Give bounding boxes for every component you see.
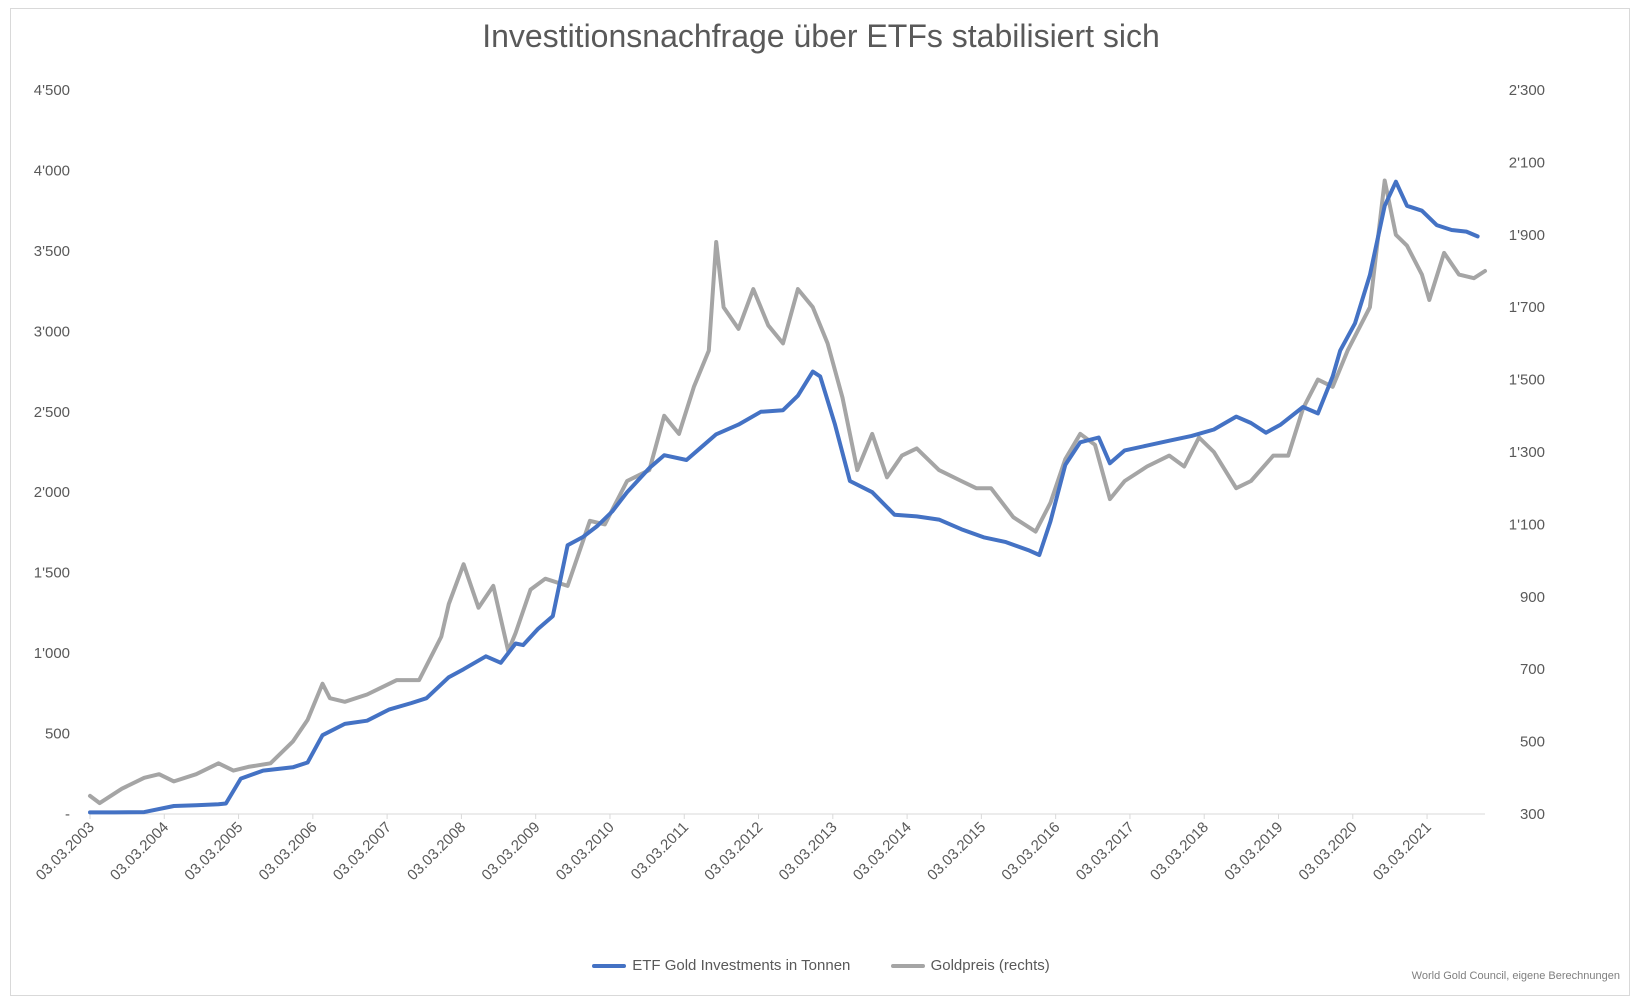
x-tick-label: 03.03.2012 bbox=[701, 819, 766, 884]
y-left-axis: - 500 1'000 1'500 2'000 2'500 3'000 3'500 4'000 4… bbox=[34, 82, 70, 823]
legend: ETF Gold Investments in Tonnen Goldpreis… bbox=[0, 956, 1642, 974]
y-right-tick-label: 1'700 bbox=[1509, 299, 1545, 316]
series-line-goldpreis bbox=[88, 178, 1487, 806]
y-right-tick-label: 2'300 bbox=[1509, 82, 1545, 99]
x-tick-label: 03.03.2009 bbox=[478, 819, 543, 884]
chart-title: Investitionsnachfrage über ETFs stabilis… bbox=[482, 18, 1160, 54]
y-right-tick-label: 1'900 bbox=[1509, 227, 1545, 244]
y-left-tick-label: 2'000 bbox=[34, 484, 70, 501]
y-left-tick-label: 4'500 bbox=[34, 82, 70, 99]
x-tick-label: 03.03.2007 bbox=[330, 819, 395, 884]
legend-swatch-goldpreis bbox=[890, 963, 925, 968]
x-tick-label: 03.03.2020 bbox=[1295, 819, 1360, 884]
x-tick-label: 03.03.2017 bbox=[1073, 819, 1138, 884]
y-left-tick-label: 1'500 bbox=[34, 565, 70, 582]
y-left-tick-label: 500 bbox=[45, 726, 70, 743]
y-right-tick-label: 2'100 bbox=[1509, 154, 1545, 171]
chart-frame bbox=[10, 8, 1630, 996]
x-tick-label: 03.03.2010 bbox=[553, 819, 618, 884]
x-axis: 03.03.2003 03.03.2004 03.03.2005 03.03.2006… bbox=[33, 814, 1435, 884]
y-right-tick-label: 500 bbox=[1520, 734, 1545, 751]
x-tick-label: 03.03.2018 bbox=[1147, 819, 1212, 884]
y-right-tick-label: 1'100 bbox=[1509, 516, 1545, 533]
legend-swatch-etf bbox=[592, 963, 627, 968]
legend-label-goldpreis: Goldpreis (rechts) bbox=[930, 956, 1050, 974]
y-left-tick-label: - bbox=[65, 806, 70, 823]
legend-label-etf: ETF Gold Investments in Tonnen bbox=[632, 956, 851, 974]
x-tick-label: 03.03.2006 bbox=[256, 819, 321, 884]
legend-item-etf: ETF Gold Investments in Tonnen bbox=[592, 957, 850, 974]
x-tick-label: 03.03.2004 bbox=[107, 819, 172, 884]
y-left-tick-label: 4'000 bbox=[34, 162, 70, 179]
x-tick-label: 03.03.2014 bbox=[850, 819, 915, 884]
y-left-tick-label: 2'500 bbox=[34, 404, 70, 421]
y-right-tick-label: 700 bbox=[1520, 661, 1545, 678]
y-right-tick-label: 300 bbox=[1520, 806, 1545, 823]
y-right-tick-label: 900 bbox=[1520, 589, 1545, 606]
x-tick-label: 03.03.2013 bbox=[776, 819, 841, 884]
y-right-tick-label: 1'500 bbox=[1509, 372, 1545, 389]
x-tick-label: 03.03.2019 bbox=[1221, 819, 1286, 884]
series-line-etf-gold bbox=[88, 179, 1480, 815]
x-tick-label: 03.03.2003 bbox=[33, 819, 98, 884]
y-right-axis: 300 500 700 900 1'100 1'300 1'500 1'700 1'900 2'1… bbox=[1509, 82, 1545, 823]
x-tick-label: 03.03.2008 bbox=[404, 819, 469, 884]
y-left-tick-label: 3'000 bbox=[34, 323, 70, 340]
x-tick-label: 03.03.2016 bbox=[998, 819, 1063, 884]
y-left-tick-label: 3'500 bbox=[34, 243, 70, 260]
y-left-tick-label: 1'000 bbox=[34, 645, 70, 662]
series-layer bbox=[88, 178, 1487, 815]
x-tick-label: 03.03.2015 bbox=[924, 819, 989, 884]
source-note: World Gold Council, eigene Berechnungen bbox=[1411, 970, 1620, 982]
x-tick-label: 03.03.2021 bbox=[1370, 819, 1435, 884]
x-tick-label: 03.03.2005 bbox=[181, 819, 246, 884]
y-right-tick-label: 1'300 bbox=[1509, 444, 1545, 461]
x-tick-label: 03.03.2011 bbox=[628, 819, 692, 883]
legend-item-goldpreis: Goldpreis (rechts) bbox=[890, 956, 1050, 974]
